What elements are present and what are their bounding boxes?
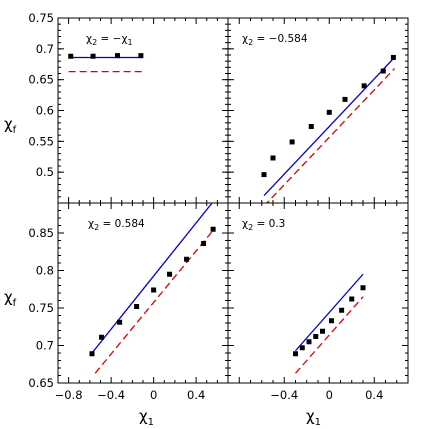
y-axis-title-bottom-subscript: f [13, 298, 17, 309]
x-tick-label: 0 [326, 388, 333, 402]
panel-label: χ2 = 0.584 [88, 218, 145, 232]
panel-label-subscript: 2 [248, 38, 253, 47]
panel-label-value: = 0.3 [253, 218, 285, 230]
data-point [151, 287, 157, 293]
data-point [270, 155, 276, 161]
data-point [99, 334, 105, 340]
panel-label-subscript: 2 [94, 223, 99, 232]
x-tick-label: 0.4 [187, 388, 205, 402]
panel-bottom-left: 0.65 0.7 0.75 0.8 0.85 −0.8 −0.4 0 0.4 χ2 = 0.584 [28, 202, 229, 402]
y-tick-label: 0.75 [28, 11, 54, 25]
panel-label-symbol: χ [88, 218, 94, 230]
x-axis-title-right-subscript: 1 [315, 417, 321, 428]
panel-label-symbol: χ [86, 33, 92, 45]
panel-label-value: = −0.584 [253, 33, 308, 45]
panel-label-subscript: 2 [248, 223, 253, 232]
panel-label-symbol: χ [242, 33, 248, 45]
x-axis-title-left-subscript: 1 [148, 417, 154, 428]
y-tick-label: 0.55 [28, 134, 54, 148]
dashed-line [94, 227, 216, 374]
data-point [293, 351, 298, 357]
y-tick-label: 0.85 [28, 226, 54, 240]
data-point [326, 109, 332, 115]
y-axis-title-top-subscript: f [13, 125, 17, 136]
data-point [349, 296, 355, 302]
panel-label-value-subscript: 1 [128, 38, 133, 47]
data-point [261, 172, 267, 178]
data-point [380, 68, 386, 74]
data-point [329, 318, 334, 324]
dashed-line [266, 68, 395, 203]
x-tick-label: −0.4 [97, 388, 125, 402]
data-point [313, 334, 319, 339]
panel-frame [57, 202, 229, 384]
panel-label-subscript: 2 [92, 38, 97, 47]
panel-frame [227, 202, 409, 384]
data-point [308, 124, 314, 130]
data-point [299, 345, 305, 351]
y-axis-title-bottom: χf [4, 288, 17, 309]
data-point [117, 319, 123, 325]
solid-line [295, 273, 364, 352]
y-tick-label: 0.5 [36, 165, 54, 179]
data-point [115, 53, 120, 59]
panel-frame [57, 17, 229, 204]
panel-frame [227, 17, 409, 204]
panel-label: χ2 = 0.3 [242, 218, 285, 232]
y-tick-label: 0.7 [36, 42, 54, 56]
y-tick-label: 0.65 [28, 73, 54, 87]
data-point [134, 304, 140, 309]
data-point [360, 285, 366, 291]
data-point [320, 328, 325, 334]
solid-line [91, 203, 213, 354]
y-tick-label: 0.75 [28, 301, 54, 315]
x-tick-label: −0.8 [55, 388, 83, 402]
y-tick-label: 0.7 [36, 339, 54, 353]
panel-top-right: χ2 = −0.584 [227, 17, 409, 204]
panel-top-left: 0.5 0.55 0.6 0.65 0.7 0.75 χ2 = −χ1 [28, 11, 229, 204]
x-tick-label: 0 [150, 388, 157, 402]
x-tick-label: −0.4 [270, 388, 298, 402]
y-tick-label: 0.8 [36, 264, 54, 278]
panel-bottom-right: −0.4 0 0.4 χ2 = 0.3 [227, 202, 409, 402]
solid-line [263, 57, 395, 197]
x-axis-title-right: χ1 [306, 407, 321, 428]
data-point [210, 226, 216, 232]
data-point [184, 256, 190, 262]
data-point [339, 307, 345, 313]
data-point [390, 54, 396, 60]
data-point [89, 351, 95, 357]
data-point [289, 139, 295, 145]
panel-label: χ2 = −0.584 [242, 33, 308, 47]
data-point [68, 53, 74, 59]
y-axis-title-top: χf [4, 115, 17, 136]
x-axis-title-left: χ1 [139, 407, 154, 428]
panel-label-value: = −χ [97, 33, 127, 45]
y-tick-label: 0.65 [28, 376, 54, 390]
x-tick-label: 0.4 [365, 388, 383, 402]
data-point [167, 271, 173, 277]
panel-label: χ2 = −χ1 [86, 33, 133, 47]
data-point [138, 53, 144, 59]
data-point [201, 241, 207, 246]
y-tick-label: 0.6 [36, 104, 54, 118]
data-point [306, 339, 312, 345]
data-point [361, 83, 367, 89]
panel-label-symbol: χ [242, 218, 248, 230]
data-point [90, 53, 96, 59]
dashed-line [295, 296, 364, 374]
data-point [342, 96, 348, 102]
panel-label-value: = 0.584 [99, 218, 145, 230]
